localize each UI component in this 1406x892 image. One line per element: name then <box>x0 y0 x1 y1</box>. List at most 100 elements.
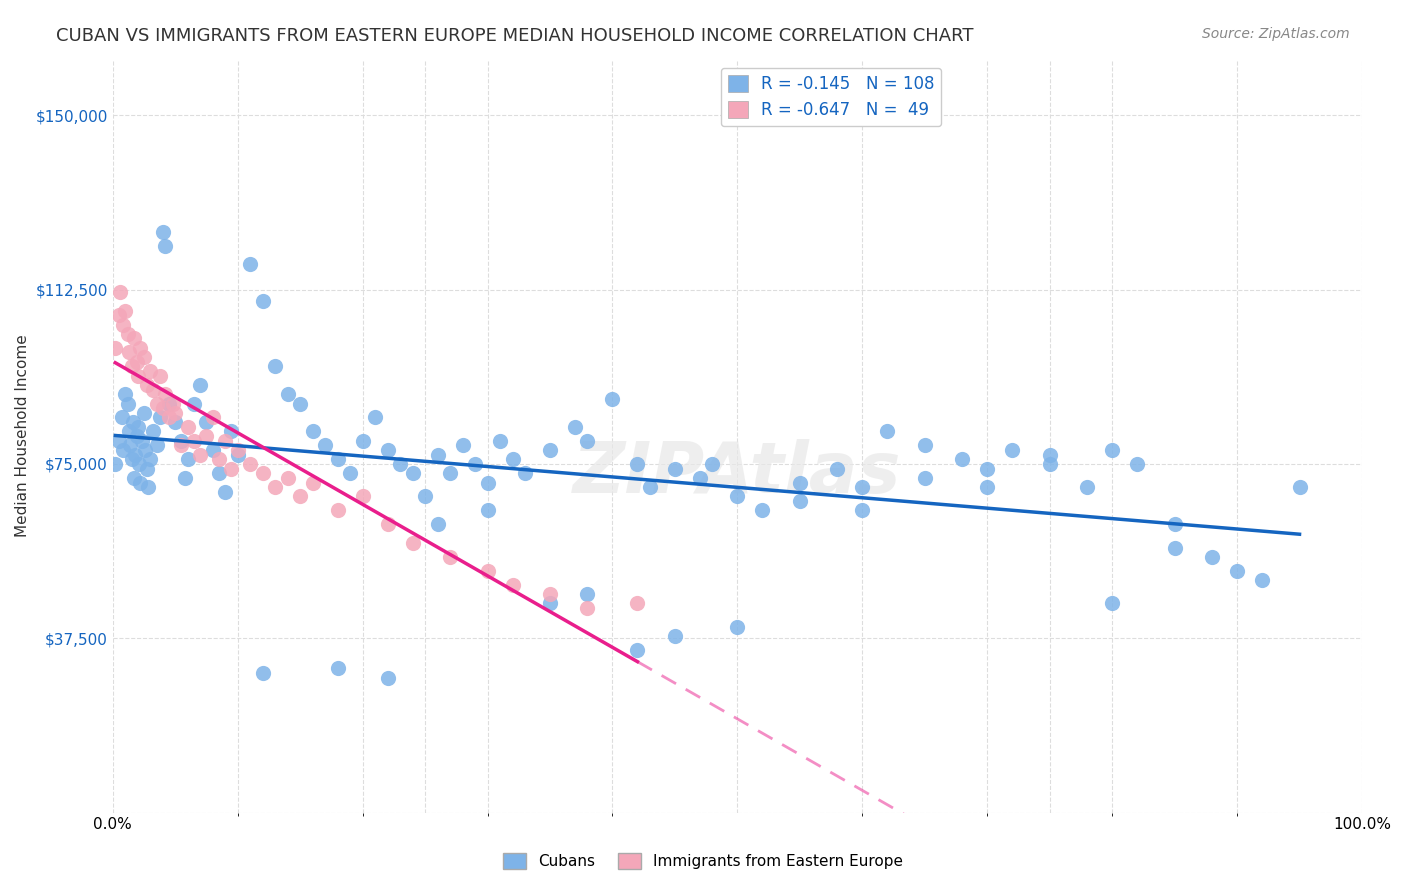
Point <box>401 467 423 481</box>
Point <box>165 406 187 420</box>
Point <box>602 392 624 406</box>
Point <box>1126 457 1149 471</box>
Point <box>301 425 323 439</box>
Point <box>221 425 243 439</box>
Point <box>513 467 536 481</box>
Point <box>132 350 155 364</box>
Point <box>170 434 193 448</box>
Point <box>439 549 461 564</box>
Point <box>326 503 349 517</box>
Point <box>1288 480 1310 494</box>
Point <box>914 471 936 485</box>
Point <box>502 578 524 592</box>
Point <box>1039 457 1062 471</box>
Point <box>914 438 936 452</box>
Point <box>626 643 648 657</box>
Point <box>364 410 387 425</box>
Point <box>576 434 599 448</box>
Point <box>188 378 211 392</box>
Text: Source: ZipAtlas.com: Source: ZipAtlas.com <box>1202 27 1350 41</box>
Point <box>1163 541 1185 555</box>
Point <box>1101 596 1123 610</box>
Point <box>208 467 231 481</box>
Point <box>239 457 262 471</box>
Point <box>477 503 499 517</box>
Point <box>111 318 134 332</box>
Point <box>131 434 153 448</box>
Point <box>377 517 399 532</box>
Point <box>122 331 145 345</box>
Point <box>1201 549 1223 564</box>
Point <box>352 434 374 448</box>
Point <box>124 448 146 462</box>
Point <box>389 457 412 471</box>
Point <box>121 452 143 467</box>
Point <box>135 378 157 392</box>
Point <box>377 442 399 457</box>
Point <box>104 341 127 355</box>
Point <box>725 619 748 633</box>
Legend: R = -0.145   N = 108, R = -0.647   N =  49: R = -0.145 N = 108, R = -0.647 N = 49 <box>721 68 941 126</box>
Point <box>135 461 157 475</box>
Point <box>239 257 262 271</box>
Point <box>1251 573 1274 587</box>
Point <box>139 364 162 378</box>
Point <box>114 303 136 318</box>
Text: ZIPAtlas: ZIPAtlas <box>574 439 901 508</box>
Point <box>129 341 152 355</box>
Point <box>326 452 349 467</box>
Point <box>111 442 134 457</box>
Point <box>129 475 152 490</box>
Point <box>162 396 184 410</box>
Point <box>152 225 174 239</box>
Point <box>413 490 436 504</box>
Point <box>1101 442 1123 457</box>
Point <box>117 326 139 341</box>
Point <box>221 461 243 475</box>
Point <box>214 484 236 499</box>
Point <box>314 438 336 452</box>
Point <box>195 415 218 429</box>
Point <box>152 401 174 416</box>
Point <box>851 480 873 494</box>
Point <box>426 448 449 462</box>
Point <box>226 448 249 462</box>
Point <box>451 438 474 452</box>
Point <box>252 294 274 309</box>
Point <box>165 415 187 429</box>
Point <box>664 629 686 643</box>
Point <box>950 452 973 467</box>
Point <box>626 596 648 610</box>
Point <box>214 434 236 448</box>
Point <box>132 406 155 420</box>
Point <box>401 536 423 550</box>
Point <box>108 434 131 448</box>
Point <box>201 442 224 457</box>
Point <box>439 467 461 481</box>
Point <box>301 475 323 490</box>
Point <box>114 387 136 401</box>
Point <box>827 461 849 475</box>
Point <box>564 419 586 434</box>
Point <box>264 480 287 494</box>
Point <box>702 457 724 471</box>
Point <box>789 494 811 508</box>
Point <box>188 448 211 462</box>
Point <box>128 457 150 471</box>
Point <box>576 587 599 601</box>
Point <box>626 457 648 471</box>
Point <box>538 587 561 601</box>
Point <box>477 475 499 490</box>
Point <box>789 475 811 490</box>
Point <box>1076 480 1098 494</box>
Point <box>183 396 205 410</box>
Point <box>664 461 686 475</box>
Point <box>976 461 998 475</box>
Point <box>1163 517 1185 532</box>
Point <box>149 368 172 383</box>
Point <box>177 452 200 467</box>
Point <box>157 410 180 425</box>
Point <box>142 425 165 439</box>
Point <box>136 480 159 494</box>
Point <box>326 661 349 675</box>
